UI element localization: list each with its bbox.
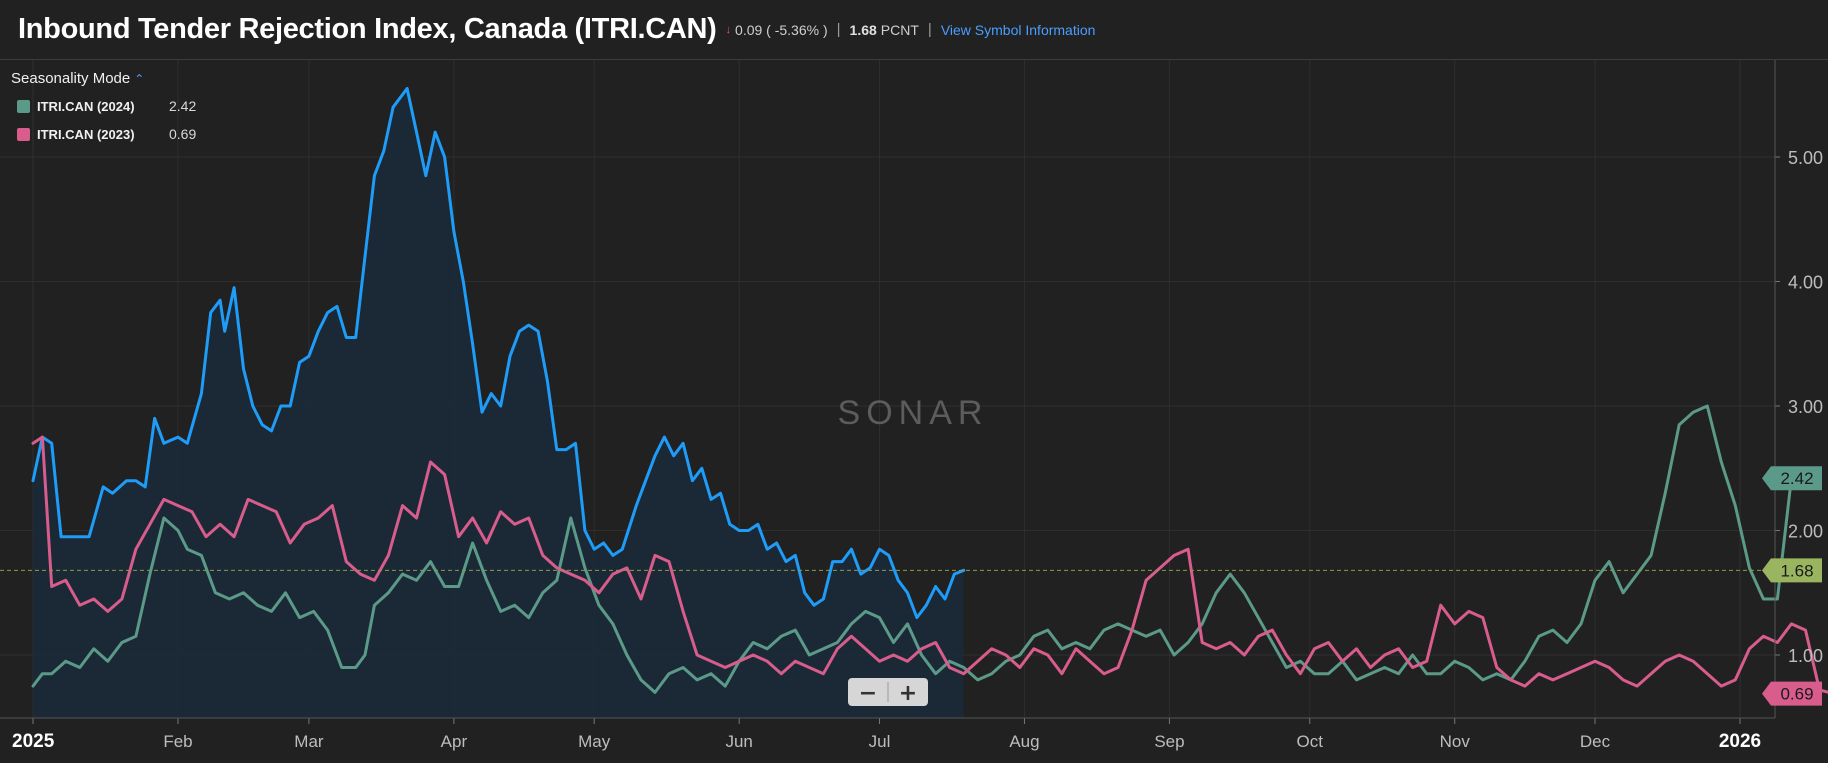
legend-name: ITRI.CAN (2023) — [37, 126, 135, 142]
x-tick-label: Feb — [163, 732, 192, 751]
chart-title: Inbound Tender Rejection Index, Canada (… — [18, 13, 717, 45]
x-tick-label: Nov — [1440, 732, 1471, 751]
price-change: 0.09 ( -5.36% ) — [735, 21, 828, 38]
seasonality-mode-label: Seasonality Mode — [11, 70, 131, 87]
header-divider: | — [927, 21, 932, 38]
y-tick-label: 5.00 — [1788, 148, 1823, 168]
seasonality-mode-toggle[interactable]: Seasonality Mode ⌃ — [11, 70, 196, 87]
x-tick-label: Sep — [1154, 732, 1184, 751]
series-line-current — [31, 87, 966, 620]
caret-up-icon: ⌃ — [134, 72, 145, 86]
legend-value: 2.42 — [169, 98, 197, 114]
legend-item-2024[interactable]: ITRI.CAN (2024) 2.42 — [11, 97, 196, 115]
zoom-controls[interactable]: − + — [848, 678, 928, 706]
legend-name: ITRI.CAN (2024) — [37, 98, 135, 114]
axes: 2025 Feb Mar Apr May Jun Jul Aug Sep Oct Nov Dec 202… — [0, 60, 1823, 752]
end-label-badge — [1762, 558, 1822, 583]
legend: Seasonality Mode ⌃ ITRI.CAN (2024) 2.42 I… — [11, 70, 196, 143]
x-tick-label: Mar — [294, 732, 324, 751]
end-label-badge — [1762, 681, 1822, 706]
zoom-out-button[interactable]: − — [859, 681, 877, 706]
chart-header: Inbound Tender Rejection Index, Canada (… — [0, 0, 1828, 60]
plot-area — [0, 87, 1828, 718]
y-tick-label: 4.00 — [1788, 273, 1823, 293]
end-label-text: 0.69 — [1780, 685, 1813, 704]
x-tick-label: 2026 — [1719, 731, 1761, 752]
x-tick-label: Jul — [869, 732, 891, 751]
end-label-badge — [1762, 466, 1822, 491]
view-symbol-information-link[interactable]: View Symbol Information — [940, 21, 1096, 38]
legend-swatch-2024 — [17, 99, 30, 113]
series-line-itri-can-2024 — [31, 404, 1793, 694]
last-value: 1.68 — [849, 21, 877, 38]
sonar-watermark: SONAR — [838, 394, 989, 432]
down-arrow-icon: ↓ — [725, 23, 732, 36]
x-tick-label: May — [578, 732, 611, 751]
x-tick-label: Oct — [1297, 732, 1324, 751]
legend-swatch-2023 — [17, 127, 30, 141]
x-tick-label: Aug — [1009, 732, 1039, 751]
legend-item-2023[interactable]: ITRI.CAN (2023) 0.69 — [11, 125, 196, 143]
legend-value: 0.69 — [169, 126, 197, 142]
zoom-in-button[interactable]: + — [899, 681, 917, 706]
end-label-text: 2.42 — [1780, 469, 1813, 488]
header-divider: | — [836, 21, 841, 38]
x-tick-label: 2025 — [12, 731, 55, 752]
y-tick-label: 3.00 — [1788, 397, 1823, 417]
value-unit: PCNT — [880, 21, 919, 38]
y-tick-label: 1.00 — [1788, 646, 1823, 666]
series-line-itri-can-2023 — [31, 435, 1828, 694]
y-tick-label: 2.00 — [1788, 522, 1823, 542]
end-labels: 2.42 1.68 0.69 — [1762, 466, 1822, 706]
end-label-text: 1.68 — [1780, 561, 1813, 580]
x-tick-label: Dec — [1580, 732, 1611, 751]
x-tick-label: Apr — [441, 732, 468, 751]
x-tick-label: Jun — [725, 732, 752, 751]
